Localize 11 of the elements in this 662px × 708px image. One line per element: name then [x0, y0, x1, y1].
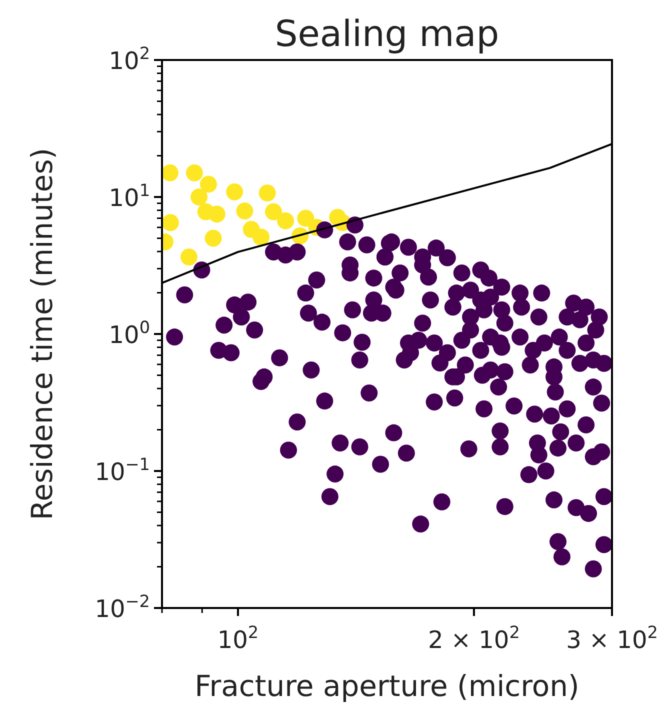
x-tick-label: 2 × 10$^{2}$ — [428, 622, 520, 654]
y-tick-label: 10$^{0}$ — [108, 317, 150, 349]
x-tick-label: 3 × 10$^{2}$ — [566, 622, 658, 654]
y-tick-label: 10$^{2}$ — [108, 43, 150, 75]
y-tick-label: 10$^{1}$ — [108, 180, 150, 212]
y-axis-title: Residence time (minutes) — [25, 148, 59, 520]
y-tick-label: 10$^{−1}$ — [94, 454, 150, 486]
x-tick-label: 10$^{2}$ — [217, 622, 259, 654]
chart-title: Sealing map — [274, 14, 500, 55]
y-tick-label: 10$^{−2}$ — [94, 591, 150, 623]
x-axis-title: Fracture aperture (micron) — [194, 669, 580, 703]
